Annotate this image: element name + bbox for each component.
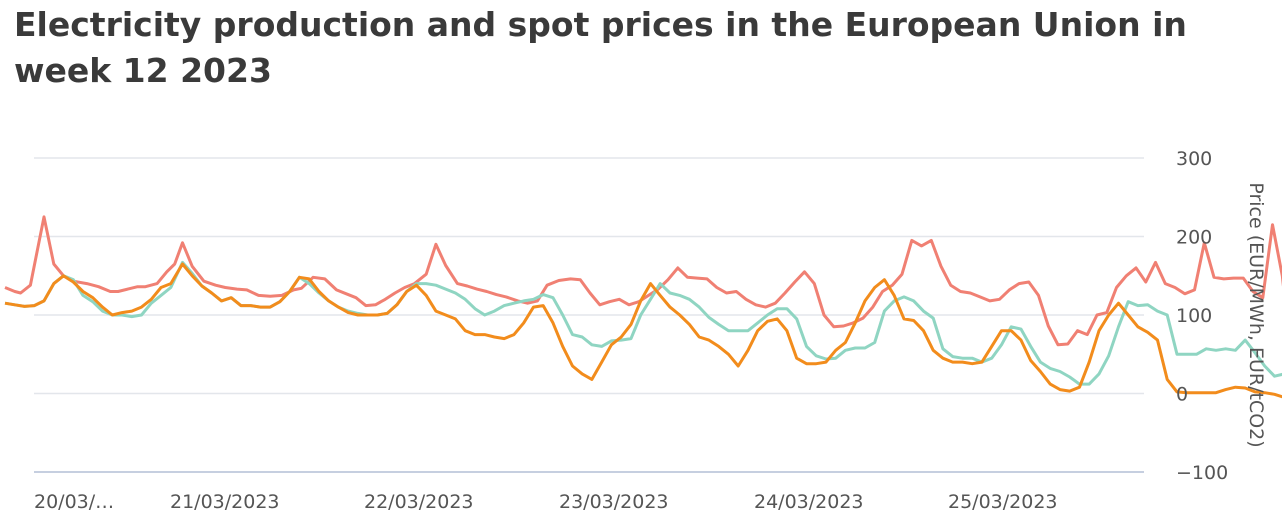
x-tick-label: 20/03/… [34, 491, 114, 513]
series-line-1 [4, 215, 1282, 347]
x-tick-label: 21/03/2023 [170, 491, 280, 513]
x-axis-ticks: 20/03/… 21/03/2023 22/03/2023 23/03/2023 24/… [34, 491, 1058, 513]
x-tick-label: 23/03/2023 [559, 491, 669, 513]
x-tick-label: 24/03/2023 [754, 491, 864, 513]
y-tick-label: 0 [1176, 384, 1188, 406]
series-line-3 [4, 262, 1282, 399]
x-tick-label: 25/03/2023 [948, 491, 1058, 513]
y-tick-label: 300 [1176, 148, 1212, 170]
x-tick-label: 22/03/2023 [364, 491, 474, 513]
y-axis-ticks: 300 200 100 0 −100 [1176, 148, 1228, 484]
y-axis-title: Price (EUR/MWh, EUR/tCO2) [1245, 182, 1267, 447]
y-tick-label: 100 [1176, 305, 1212, 327]
series-lines [4, 215, 1282, 399]
gridlines [34, 157, 1144, 473]
y-tick-label: 200 [1176, 227, 1212, 249]
chart-title: Electricity production and spot prices i… [14, 5, 1187, 90]
y-tick-label: −100 [1176, 462, 1228, 484]
